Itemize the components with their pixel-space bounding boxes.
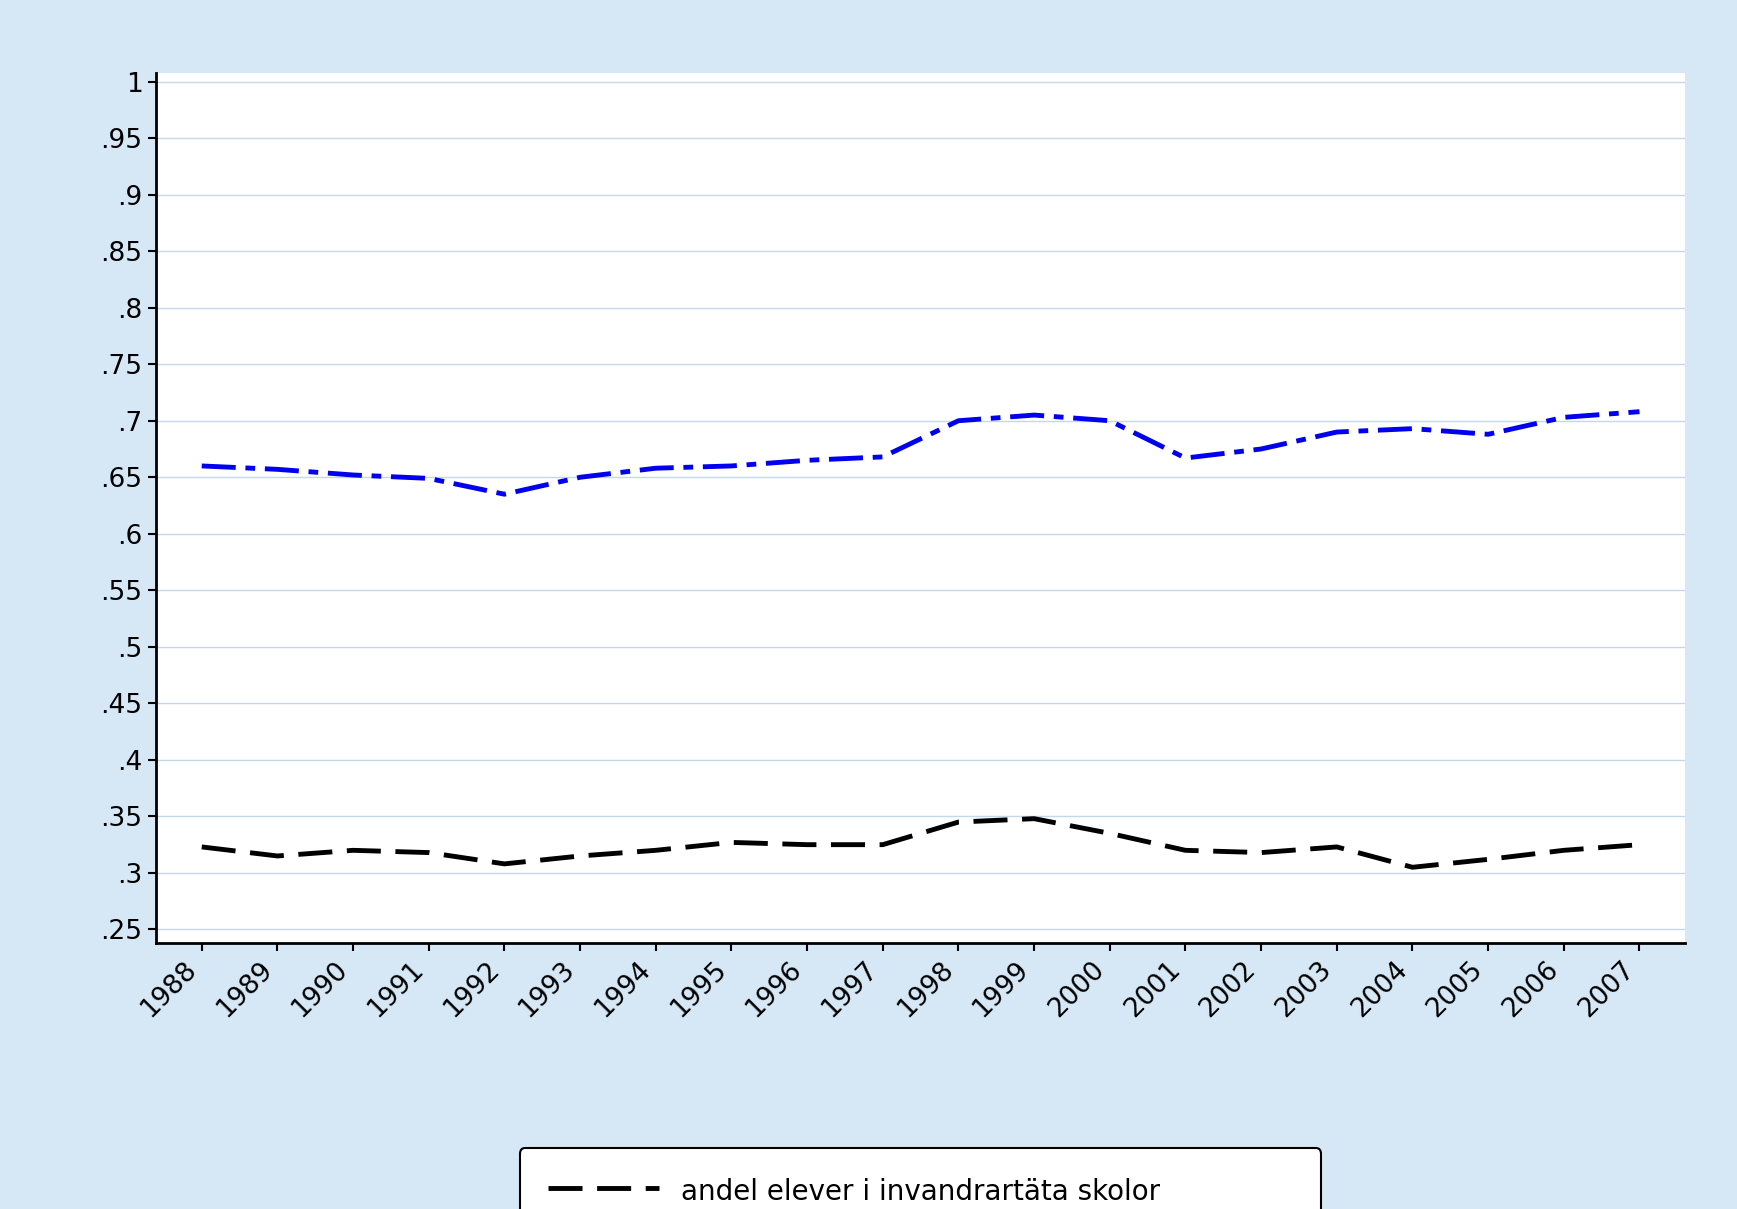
- Legend: andel elever i invandrartäta skolor, andel invandrarelever i invandrartäta skolo: andel elever i invandrartäta skolor, and…: [519, 1149, 1322, 1209]
